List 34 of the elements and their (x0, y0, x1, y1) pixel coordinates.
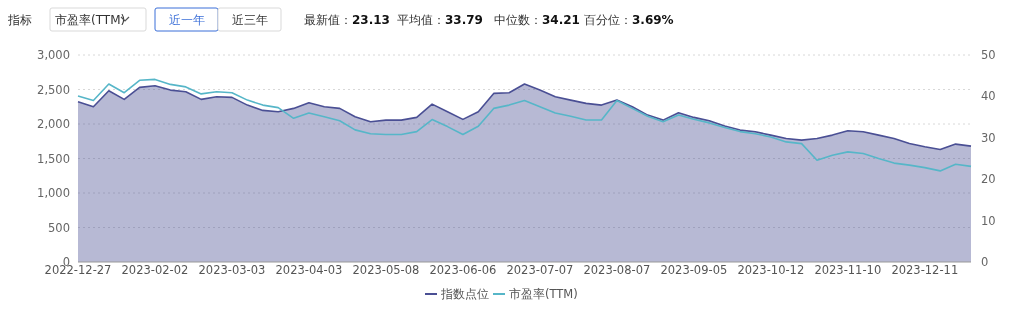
x-tick-label: 2023-02-02 (121, 263, 189, 277)
x-tick-label: 2023-09-05 (660, 263, 728, 277)
text: 中位数：34.21 (494, 13, 580, 27)
y-tick-label: 1,000 (37, 186, 70, 200)
x-tick-label: 2023-04-03 (275, 263, 343, 277)
y-tick-label: 2,500 (37, 82, 70, 97)
x-tick-label: 2023-05-08 (352, 263, 420, 277)
x-tick-label: 2023-12-11 (891, 263, 959, 277)
y2-tick-label: 50 (981, 48, 996, 62)
x-tick-label: 2023-11-10 (814, 263, 882, 277)
y2-tick-label: 20 (981, 172, 996, 187)
y-tick-label: 500 (48, 220, 70, 235)
text: 近三年 (231, 13, 268, 27)
text: 近一年 (168, 13, 205, 27)
x-tick-label: 2023-03-03 (198, 263, 266, 277)
y2-tick-label: 30 (981, 130, 996, 145)
text: 最新值：23.13 (304, 13, 390, 27)
y2-tick-label: 40 (981, 89, 996, 104)
legend-label: 市盈率(TTM) (509, 287, 578, 301)
x-tick-label: 2023-08-07 (583, 263, 651, 277)
text: 市盈率(TTM) (55, 13, 126, 27)
y-tick-label: 3,000 (37, 48, 70, 62)
y-tick-label: 1,500 (37, 151, 70, 166)
y-tick-label: 2,000 (37, 117, 70, 131)
line-series (77, 78, 972, 172)
text: 指标 (7, 13, 32, 27)
legend-label: 指数点位 (440, 287, 489, 301)
x-tick-label: 2023-07-07 (506, 263, 574, 277)
y2-tick-label: 10 (981, 213, 996, 228)
y2-tick-label: 0 (981, 255, 989, 269)
x-tick-label: 2023-10-12 (737, 263, 805, 277)
text: 平均值：33.79 (397, 13, 483, 27)
text: 百分位：3.69% (584, 13, 674, 27)
x-tick-label: 2023-06-06 (429, 263, 497, 277)
